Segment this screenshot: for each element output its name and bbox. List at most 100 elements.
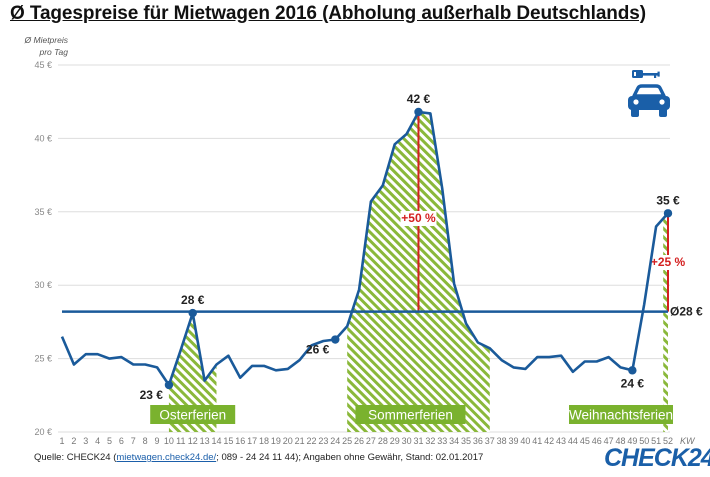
y-axis-ticks: 20 € 25 € 30 € 35 € 40 € 45 € <box>34 60 52 437</box>
x-tick-label: 7 <box>131 436 136 446</box>
x-tick-label: 42 <box>544 436 554 446</box>
y-tick-label: 25 € <box>34 354 52 364</box>
key-icon <box>632 70 660 78</box>
x-tick-label: 39 <box>509 436 519 446</box>
x-tick-label: 41 <box>532 436 542 446</box>
x-tick-label: 13 <box>200 436 210 446</box>
x-tick-label: 2 <box>71 436 76 446</box>
x-tick-label: 9 <box>155 436 160 446</box>
x-tick-label: 52 <box>663 436 673 446</box>
source-prefix: Quelle: CHECK24 ( <box>34 452 117 463</box>
y-tick-label: 30 € <box>34 280 52 290</box>
y-axis-label: Ø Mietpreis pro Tag <box>10 34 68 58</box>
x-tick-label: 47 <box>604 436 614 446</box>
x-tick-label: 19 <box>271 436 281 446</box>
data-point-marker <box>663 209 673 218</box>
x-tick-label: 49 <box>627 436 637 446</box>
y-tick-label: 35 € <box>34 207 52 217</box>
x-tick-label: 4 <box>95 436 100 446</box>
x-tick-label: 51 <box>651 436 661 446</box>
x-tick-label: 8 <box>143 436 148 446</box>
x-tick-label: 20 <box>283 436 293 446</box>
x-tick-label: 22 <box>307 436 317 446</box>
x-tick-label: 32 <box>425 436 435 446</box>
value-annotations: 23 € 28 € 26 € 42 € 24 € 35 € <box>140 92 680 402</box>
x-tick-label: 24 <box>330 436 340 446</box>
x-tick-label: 37 <box>485 436 495 446</box>
data-point-label: 26 € <box>306 343 330 357</box>
x-tick-label: 23 <box>318 436 328 446</box>
data-point-marker <box>188 308 197 318</box>
x-tick-label: 35 <box>461 436 471 446</box>
y-tick-label: 40 € <box>34 133 52 143</box>
x-tick-label: 18 <box>259 436 269 446</box>
data-point-label: 35 € <box>656 193 680 207</box>
holiday-label: Weihnachtsferien <box>569 408 673 423</box>
data-point-label: 24 € <box>621 376 645 390</box>
x-tick-label: 33 <box>437 436 447 446</box>
x-tick-label: 25 <box>342 436 352 446</box>
price-line <box>60 110 669 387</box>
x-tick-label: 27 <box>366 436 376 446</box>
x-tick-label: 44 <box>568 436 578 446</box>
data-point-marker <box>414 107 423 117</box>
average-label: Ø28 € <box>670 305 703 319</box>
x-axis-ticks: 1 2 3 4 5 6 7 8 9 10 11 12 13 14 15 16 17 18 19 20 21 22 23 24 2… <box>59 436 696 446</box>
holiday-label: Sommerferien <box>368 408 453 423</box>
car-icon <box>628 84 670 117</box>
x-tick-label: 48 <box>615 436 625 446</box>
y-axis-label-line2: pro Tag <box>39 47 68 57</box>
source-suffix: ; 089 - 24 24 11 44); Angaben ohne Gewäh… <box>216 452 484 463</box>
holiday-box <box>569 405 673 424</box>
x-tick-label: 36 <box>473 436 483 446</box>
x-tick-label: 10 <box>164 436 174 446</box>
holiday-hatch-0 <box>168 313 217 432</box>
average-line-group: Ø28 € <box>62 305 703 319</box>
increase-label-bg <box>400 211 437 226</box>
data-point-label: 23 € <box>140 388 164 402</box>
increase-markers: +50 % +25 % <box>400 111 686 312</box>
source-note: Quelle: CHECK24 (mietwagen.check24.de/; … <box>34 452 483 463</box>
x-axis-label: KW <box>680 436 696 446</box>
x-tick-label: 3 <box>83 436 88 446</box>
holiday-labels: Osterferien Sommerferien Weihnachtsferien <box>150 405 673 424</box>
data-point-label: 42 € <box>407 92 431 106</box>
x-tick-label: 17 <box>247 436 257 446</box>
x-tick-label: 5 <box>107 436 112 446</box>
price-line-group <box>60 110 669 387</box>
check24-logo: CHECK24 <box>604 444 710 472</box>
data-point-marker <box>331 335 340 344</box>
x-tick-label: 46 <box>592 436 602 446</box>
x-tick-label: 45 <box>580 436 590 446</box>
source-link[interactable]: mietwagen.check24.de/ <box>116 452 217 463</box>
x-tick-label: 26 <box>354 436 364 446</box>
y-axis-label-line1: Ø Mietpreis <box>24 35 68 45</box>
x-tick-label: 30 <box>402 436 412 446</box>
x-tick-label: 34 <box>449 436 459 446</box>
x-tick-label: 38 <box>497 436 507 446</box>
x-tick-label: 1 <box>59 436 64 446</box>
data-point-label: 28 € <box>181 293 205 307</box>
x-tick-label: 11 <box>176 436 185 446</box>
holiday-box <box>355 405 466 424</box>
increase-label-bg <box>650 255 686 270</box>
holiday-label: Osterferien <box>159 408 226 423</box>
data-point-marker <box>164 380 174 390</box>
y-tick-label: 45 € <box>34 60 52 70</box>
x-tick-label: 31 <box>413 436 423 446</box>
x-tick-label: 6 <box>119 436 124 446</box>
holiday-box <box>150 405 236 424</box>
x-tick-label: 21 <box>295 436 305 446</box>
x-tick-label: 43 <box>556 436 566 446</box>
y-tick-label: 20 € <box>34 427 52 437</box>
x-tick-label: 40 <box>520 436 530 446</box>
increase-label: +50 % <box>401 211 436 225</box>
x-tick-label: 28 <box>378 436 388 446</box>
x-tick-label: 15 <box>223 436 233 446</box>
chart-title: Ø Tagespreise für Mietwagen 2016 (Abholu… <box>10 3 647 24</box>
increase-label: +25 % <box>651 255 686 269</box>
x-tick-label: 12 <box>188 436 198 446</box>
x-tick-label: 29 <box>390 436 400 446</box>
x-tick-label: 50 <box>639 436 649 446</box>
